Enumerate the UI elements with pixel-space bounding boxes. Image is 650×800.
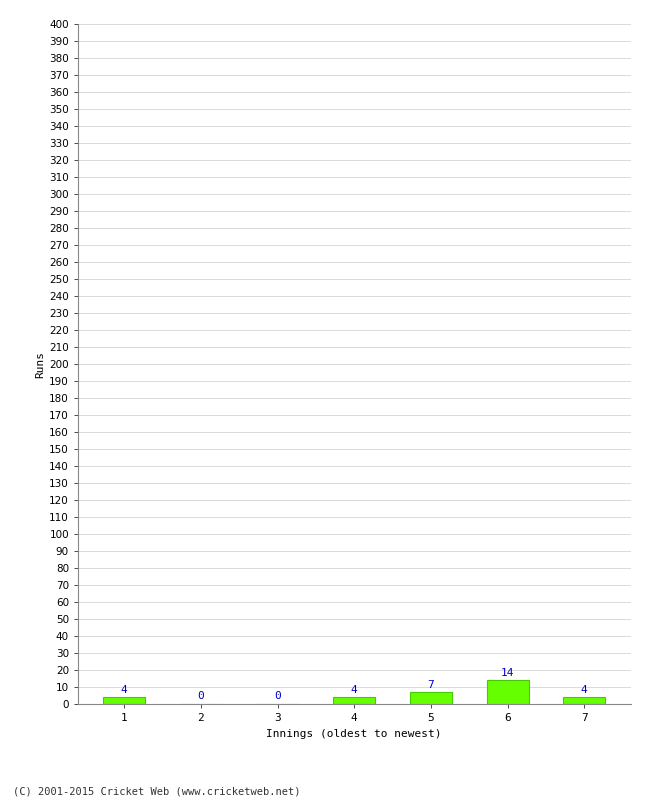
Bar (410, 692, 452, 704)
Text: 4: 4 (581, 685, 588, 694)
Text: (C) 2001-2015 Cricket Web (www.cricketweb.net): (C) 2001-2015 Cricket Web (www.cricketwe… (13, 786, 300, 796)
X-axis label: Innings (oldest to newest): Innings (oldest to newest) (266, 729, 442, 738)
Bar (103, 697, 146, 704)
Bar (333, 697, 375, 704)
Text: 4: 4 (351, 685, 358, 694)
Text: 4: 4 (121, 685, 127, 694)
Text: 7: 7 (428, 679, 434, 690)
Bar (563, 697, 605, 704)
Bar (487, 680, 528, 704)
Text: 0: 0 (198, 691, 204, 702)
Text: 14: 14 (501, 668, 514, 678)
Text: 0: 0 (274, 691, 281, 702)
Y-axis label: Runs: Runs (35, 350, 45, 378)
